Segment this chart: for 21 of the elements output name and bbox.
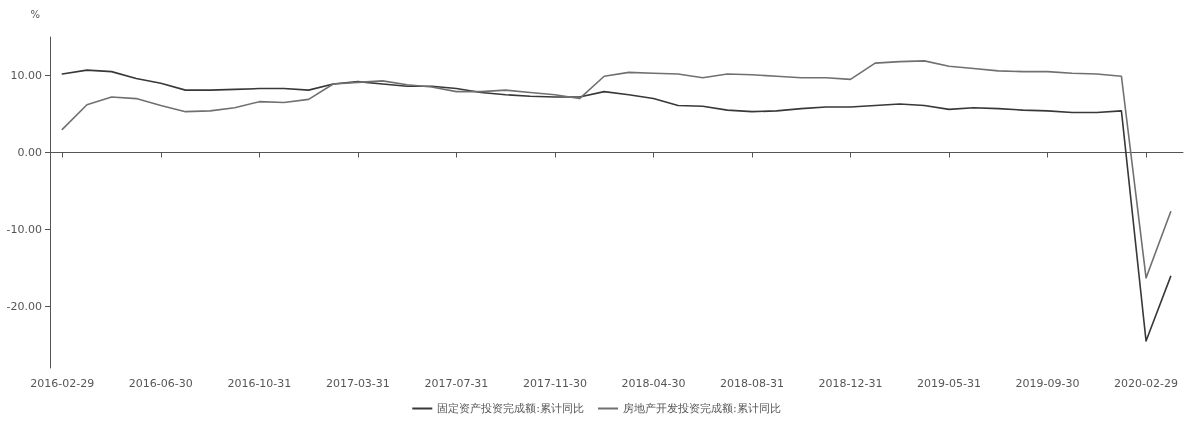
x-tick-label: 2017-03-31 xyxy=(325,377,390,390)
x-tick-label: 2018-12-31 xyxy=(818,377,883,390)
x-tick-label: 2019-05-31 xyxy=(917,377,981,390)
x-tick-label: 2016-06-30 xyxy=(128,377,193,390)
x-tick-label: 2018-04-30 xyxy=(621,377,686,390)
line-series xyxy=(61,69,1172,342)
line-series xyxy=(61,60,1172,279)
y-tick-label: -10.00 xyxy=(6,222,42,236)
y-axis-title: % xyxy=(30,8,40,20)
y-tick-label: 10.00 xyxy=(10,68,42,82)
x-tick-label: 2016-10-31 xyxy=(227,377,292,390)
x-tick-label: 2016-02-29 xyxy=(30,377,95,390)
y-tick-label: 0.00 xyxy=(17,145,42,159)
x-tick-label: 2018-08-31 xyxy=(720,377,784,390)
legend-label: 固定资产投资完成额:累计同比 xyxy=(437,402,585,415)
x-tick-label: 2017-07-31 xyxy=(424,377,489,390)
x-tick-label: 2017-11-30 xyxy=(522,377,587,390)
x-tick-label: 2020-02-29 xyxy=(1114,377,1179,390)
x-tick-label: 2019-09-30 xyxy=(1015,377,1080,390)
legend-label: 房地产开发投资完成额:累计同比 xyxy=(623,402,781,415)
y-tick-label: -20.00 xyxy=(6,299,42,313)
